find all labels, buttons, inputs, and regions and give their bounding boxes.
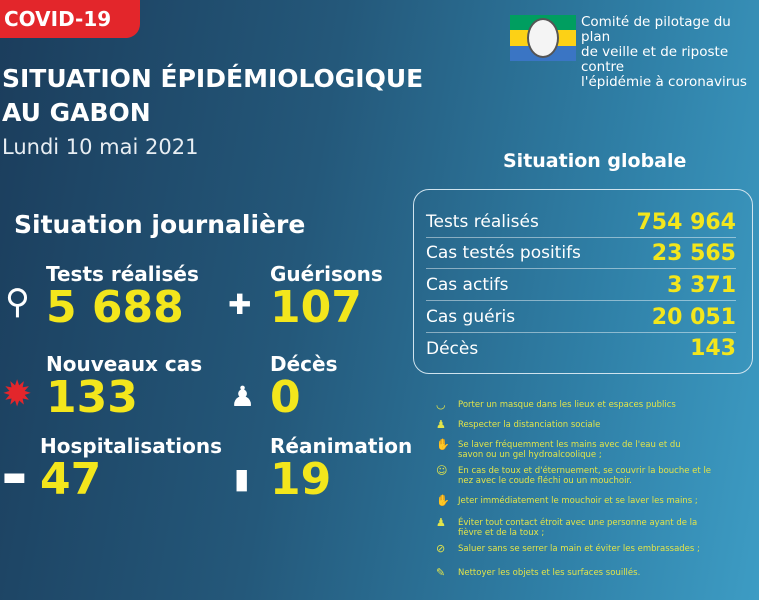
- virus-icon: ✹: [2, 374, 33, 415]
- row-value: 23 565: [651, 240, 736, 266]
- table-row: Cas actifs 3 371: [426, 270, 736, 301]
- stat-deaths: Décès 0: [270, 352, 338, 420]
- title-line2: AU GABON: [2, 98, 151, 127]
- distance-icon: ♟: [436, 418, 446, 431]
- row-value: 143: [690, 336, 736, 361]
- stat-hospitalisations: Hospitalisations 47: [40, 434, 222, 502]
- stat-label: Décès: [270, 352, 338, 376]
- stat-label: Réanimation: [270, 434, 413, 458]
- seal-icon: [527, 18, 559, 58]
- tip-text: Éviter tout contact étroit avec une pers…: [458, 518, 698, 538]
- magnifier-icon: ⚲: [5, 282, 30, 322]
- stat-value: 0: [270, 372, 301, 423]
- mask-icon: ◡: [436, 398, 446, 411]
- row-label: Décès: [426, 338, 479, 359]
- tip-text: Saluer sans se serrer la main et éviter …: [458, 544, 700, 554]
- date: Lundi 10 mai 2021: [2, 135, 199, 159]
- committee-line2: de veille et de riposte contre: [581, 44, 729, 75]
- prevention-tips: ◡ Porter un masque dans les lieux et espa…: [436, 398, 756, 588]
- handwash-icon: ✋: [436, 438, 450, 451]
- stat-label: Guérisons: [270, 262, 383, 286]
- table-row: Cas testés positifs 23 565: [426, 238, 736, 269]
- tip-item: ✋ Se laver fréquemment les mains avec de …: [436, 438, 706, 466]
- stat-label: Nouveaux cas: [46, 352, 203, 376]
- global-table: Tests réalisés 754 964 Cas testés positif…: [413, 189, 753, 374]
- handwash-icon: ✋: [436, 494, 450, 507]
- tip-text: Porter un masque dans les lieux et espac…: [458, 400, 676, 410]
- row-label: Cas guéris: [426, 307, 516, 327]
- tip-item: ⊘ Saluer sans se serrer la main et éviter…: [436, 542, 756, 568]
- cleaning-icon: ✎: [436, 566, 446, 579]
- tip-text: Respecter la distanciation sociale: [458, 420, 601, 430]
- stat-tests: Tests réalisés 5 688: [46, 262, 199, 330]
- shield-cross-icon: ✚: [228, 288, 252, 321]
- gabon-flag-logo: [510, 15, 576, 61]
- tip-item: ✋ Jeter immédiatement le mouchoir et se l…: [436, 494, 756, 518]
- oxygen-tank-icon: ▮: [234, 462, 250, 495]
- stat-value: 107: [270, 282, 362, 333]
- committee-name: Comité de pilotage du plan de veille et …: [581, 15, 759, 90]
- title-line1: SITUATION ÉPIDÉMIOLOGIQUE: [2, 64, 424, 93]
- row-label: Cas actifs: [426, 275, 509, 295]
- no-handshake-icon: ⊘: [436, 542, 446, 555]
- row-value: 3 371: [667, 272, 736, 298]
- stat-value: 133: [46, 372, 138, 423]
- distance-icon: ♟: [436, 516, 446, 529]
- tip-item: ♟ Respecter la distanciation sociale: [436, 418, 756, 440]
- tip-item: ☺ En cas de toux et d'éternuement, se cou…: [436, 464, 726, 496]
- tip-text: Nettoyer les objets et les surfaces soui…: [458, 568, 641, 578]
- tip-text: Jeter immédiatement le mouchoir et se la…: [458, 496, 698, 506]
- covid-tag: COVID-19: [0, 0, 140, 38]
- stat-value: 47: [40, 454, 102, 505]
- table-row: Tests réalisés 754 964: [426, 207, 736, 238]
- table-row: Cas guéris 20 051: [426, 302, 736, 333]
- tip-text: En cas de toux et d'éternuement, se couv…: [458, 466, 712, 486]
- committee-line1: Comité de pilotage du plan: [581, 14, 731, 45]
- table-row: Décès 143: [426, 333, 736, 364]
- tip-text: Se laver fréquemment les mains avec de l…: [458, 440, 681, 460]
- person-cross-icon: ♟: [230, 380, 256, 413]
- stat-value: 5 688: [46, 282, 184, 333]
- row-value: 20 051: [651, 304, 736, 330]
- tip-item: ✎ Nettoyer les objets et les surfaces sou…: [436, 566, 756, 588]
- global-heading: Situation globale: [503, 150, 687, 172]
- hospital-bed-icon: ▬: [2, 462, 27, 492]
- row-value: 754 964: [636, 209, 736, 235]
- cough-icon: ☺: [436, 464, 448, 477]
- page-title: SITUATION ÉPIDÉMIOLOGIQUE AU GABON: [2, 62, 423, 130]
- daily-heading: Situation journalière: [14, 210, 306, 239]
- tip-item: ◡ Porter un masque dans les lieux et espa…: [436, 398, 756, 420]
- row-label: Tests réalisés: [426, 212, 539, 232]
- stat-recoveries: Guérisons 107: [270, 262, 383, 330]
- stat-new-cases: Nouveaux cas 133: [46, 352, 202, 420]
- stat-icu: Réanimation 19: [270, 434, 412, 502]
- stat-label: Hospitalisations: [40, 434, 223, 458]
- row-label: Cas testés positifs: [426, 243, 581, 263]
- committee-line3: l'épidémie à coronavirus: [581, 74, 747, 90]
- stat-value: 19: [270, 454, 332, 505]
- stat-label: Tests réalisés: [46, 262, 199, 286]
- tip-item: ♟ Éviter tout contact étroit avec une per…: [436, 516, 716, 544]
